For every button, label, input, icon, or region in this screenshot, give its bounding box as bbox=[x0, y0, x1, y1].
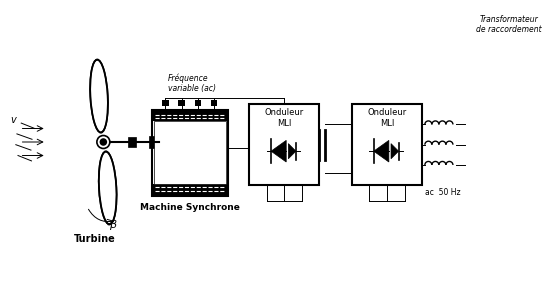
Bar bbox=[178, 101, 185, 106]
Text: Machine Synchrone: Machine Synchrone bbox=[140, 202, 240, 212]
Text: ac  50 Hz: ac 50 Hz bbox=[425, 188, 461, 197]
Bar bbox=[195, 101, 201, 106]
Bar bbox=[249, 104, 320, 185]
Text: Transformateur
de raccordement: Transformateur de raccordement bbox=[476, 15, 541, 34]
Polygon shape bbox=[391, 144, 399, 159]
Bar bbox=[152, 110, 228, 122]
Bar bbox=[149, 135, 159, 149]
Polygon shape bbox=[374, 140, 389, 162]
Text: Fréquence
variable (ac): Fréquence variable (ac) bbox=[168, 74, 216, 93]
Bar bbox=[128, 137, 136, 147]
Text: Turbine: Turbine bbox=[74, 234, 115, 244]
Bar bbox=[163, 101, 169, 106]
Ellipse shape bbox=[99, 153, 116, 223]
Bar bbox=[154, 122, 226, 184]
Bar bbox=[352, 104, 422, 185]
Polygon shape bbox=[271, 140, 286, 162]
Circle shape bbox=[99, 138, 107, 146]
Bar bbox=[211, 101, 217, 106]
Text: Onduleur
MLI: Onduleur MLI bbox=[367, 108, 407, 128]
Ellipse shape bbox=[91, 61, 107, 131]
Polygon shape bbox=[288, 144, 296, 159]
Text: Onduleur
MLI: Onduleur MLI bbox=[265, 108, 304, 128]
Bar bbox=[152, 110, 228, 196]
Text: v: v bbox=[10, 115, 16, 126]
Bar bbox=[152, 184, 228, 196]
Text: β: β bbox=[109, 220, 116, 230]
